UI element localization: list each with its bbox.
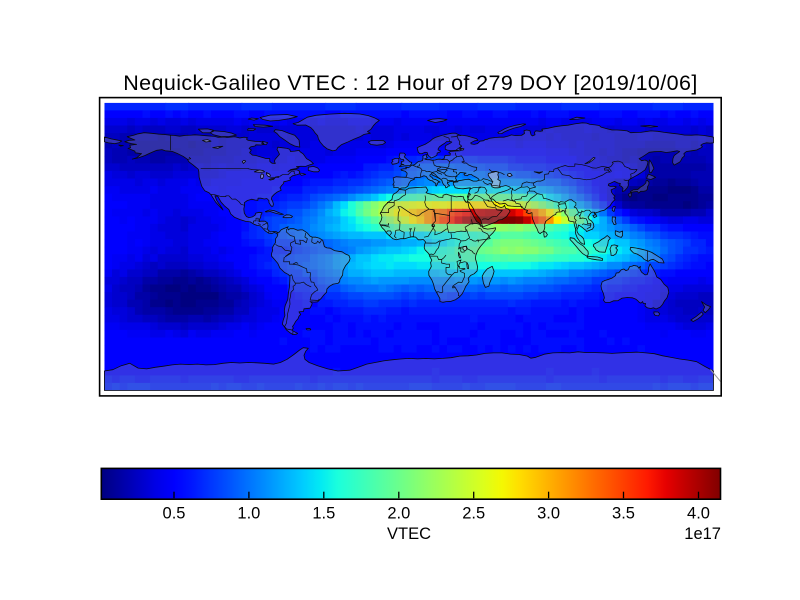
- svg-text:Nequick-Galileo VTEC : 12 Hour: Nequick-Galileo VTEC : 12 Hour of 279 DO…: [123, 71, 698, 95]
- svg-text:1e17: 1e17: [684, 525, 721, 543]
- svg-text:1.0: 1.0: [237, 505, 260, 523]
- svg-text:VTEC: VTEC: [387, 525, 431, 543]
- svg-text:2.5: 2.5: [462, 505, 485, 523]
- svg-text:3.5: 3.5: [612, 505, 635, 523]
- svg-text:1.5: 1.5: [312, 505, 335, 523]
- svg-text:2.0: 2.0: [387, 505, 410, 523]
- svg-text:4.0: 4.0: [687, 505, 710, 523]
- svg-text:3.0: 3.0: [537, 505, 560, 523]
- svg-text:0.5: 0.5: [163, 505, 186, 523]
